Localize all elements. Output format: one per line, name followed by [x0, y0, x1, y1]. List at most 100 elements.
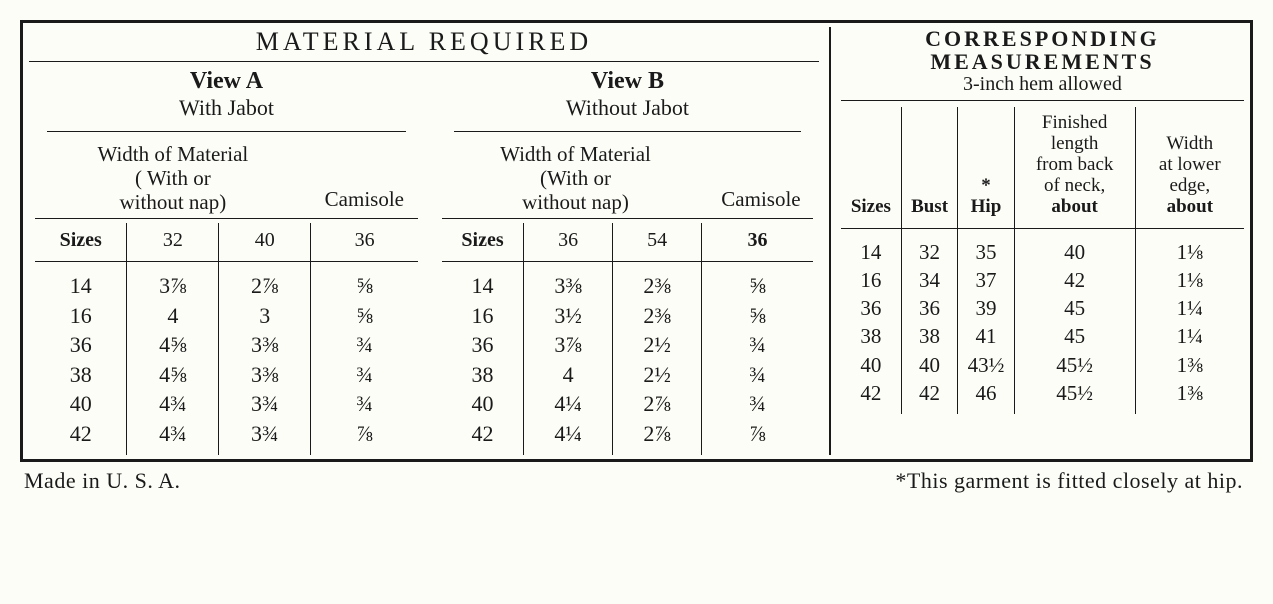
- made-in: Made in U. S. A.: [24, 468, 181, 494]
- table-row: 363639451¼: [841, 294, 1244, 322]
- table-row: 143⅞2⅞⅝: [35, 262, 418, 301]
- text: at lower: [1159, 154, 1221, 175]
- view-b-subtitle: Without Jabot: [454, 95, 801, 121]
- table-row: 163½2⅜⅝: [442, 301, 813, 331]
- cell: 3⅞: [524, 330, 613, 360]
- cell: ¾: [702, 389, 813, 419]
- cell: 39: [958, 294, 1014, 322]
- col-sizes: Sizes: [35, 223, 127, 262]
- view-b-subhead: Width of Material (With or without nap) …: [442, 138, 813, 219]
- cell: 4⅝: [127, 360, 219, 390]
- cell: 43½: [958, 351, 1014, 379]
- col-cam: 36: [702, 223, 813, 262]
- col-w2: 40: [219, 223, 311, 262]
- corresponding-block: CORRESPONDING MEASUREMENTS 3-inch hem al…: [831, 27, 1244, 455]
- table-row: 364⅝3⅜¾: [35, 330, 418, 360]
- cell: 40: [442, 389, 524, 419]
- table-row: 163437421⅛: [841, 266, 1244, 294]
- view-a-subhead: Width of Material ( With or without nap)…: [35, 138, 418, 219]
- cell: 40: [901, 351, 957, 379]
- text: about: [1051, 196, 1097, 217]
- cell: 1¼: [1135, 322, 1244, 350]
- col-sizes: Sizes: [841, 107, 901, 228]
- view-a: View A With Jabot Width of Material ( Wi…: [29, 68, 424, 455]
- cell: 16: [841, 266, 901, 294]
- cell: 1⅜: [1135, 379, 1244, 414]
- text: Width: [1166, 133, 1213, 154]
- view-a-camisole-label: Camisole: [311, 138, 418, 218]
- cell: 38: [35, 360, 127, 390]
- cell: 16: [35, 301, 127, 331]
- cell: 34: [901, 266, 957, 294]
- view-a-table: Sizes 32 40 36 143⅞2⅞⅝ 1643⅝ 364⅝3⅜¾ 384…: [35, 223, 418, 455]
- cell: 38: [841, 322, 901, 350]
- col-sizes: Sizes: [442, 223, 524, 262]
- cell: 16: [442, 301, 524, 331]
- table-row: 1643⅝: [35, 301, 418, 331]
- view-b-table: Sizes 36 54 36 143⅜2⅜⅝ 163½2⅜⅝ 363⅞2½¾ 3…: [442, 223, 813, 455]
- text: edge,: [1169, 175, 1210, 196]
- cell: ⅝: [702, 301, 813, 331]
- cell: 1⅛: [1135, 266, 1244, 294]
- table-row: 404043½45½1⅜: [841, 351, 1244, 379]
- col-cam: 36: [311, 223, 418, 262]
- cell: ⅝: [702, 262, 813, 301]
- material-heading: MATERIAL REQUIRED: [29, 27, 819, 62]
- text: Width of Material: [97, 142, 248, 166]
- main-row: MATERIAL REQUIRED View A With Jabot Widt…: [29, 27, 1244, 455]
- cell: 2⅜: [613, 262, 702, 301]
- cell: ¾: [702, 360, 813, 390]
- cell: 4¾: [127, 419, 219, 456]
- cell: 3¾: [219, 419, 311, 456]
- cell: 4⅝: [127, 330, 219, 360]
- cell: 45½: [1014, 351, 1135, 379]
- table-row: 383841451¼: [841, 322, 1244, 350]
- corresponding-subtitle: 3-inch hem allowed: [841, 73, 1244, 101]
- cell: 3: [219, 301, 311, 331]
- cell: 2⅞: [219, 262, 311, 301]
- table-row: 424¾3¾⅞: [35, 419, 418, 456]
- table-row: 42424645½1⅜: [841, 379, 1244, 414]
- cell: 2½: [613, 360, 702, 390]
- table-row: 424¼2⅞⅞: [442, 419, 813, 456]
- view-b-title: View B: [454, 68, 801, 95]
- cell: 45: [1014, 322, 1135, 350]
- cell: 2⅞: [613, 419, 702, 456]
- cell: 4¼: [524, 419, 613, 456]
- col-w1: 32: [127, 223, 219, 262]
- cell: 2½: [613, 330, 702, 360]
- col-length: Finished length from back of neck, about: [1014, 107, 1135, 228]
- cell: 40: [841, 351, 901, 379]
- text: Hip: [971, 196, 1002, 217]
- cell: ⅞: [702, 419, 813, 456]
- view-a-subtitle: With Jabot: [47, 95, 406, 121]
- view-a-width-label: Width of Material ( With or without nap): [35, 138, 311, 218]
- view-a-body: 143⅞2⅞⅝ 1643⅝ 364⅝3⅜¾ 384⅝3⅜¾ 404¾3¾¾ 42…: [35, 262, 418, 456]
- text: without nap): [522, 190, 629, 214]
- text: Finished: [1042, 112, 1107, 133]
- cell: 4: [127, 301, 219, 331]
- cell: 42: [1014, 266, 1135, 294]
- cell: 14: [442, 262, 524, 301]
- cell: 3½: [524, 301, 613, 331]
- table-row: 404¼2⅞¾: [442, 389, 813, 419]
- cell: 42: [35, 419, 127, 456]
- cell: 3⅜: [219, 360, 311, 390]
- text: without nap): [119, 190, 226, 214]
- cell: 36: [35, 330, 127, 360]
- cell: 38: [442, 360, 524, 390]
- cell: 40: [35, 389, 127, 419]
- cell: 41: [958, 322, 1014, 350]
- cell: 4¼: [524, 389, 613, 419]
- cell: 3⅜: [524, 262, 613, 301]
- view-a-title: View A: [47, 68, 406, 95]
- hip-footnote: *This garment is fitted closely at hip.: [895, 468, 1243, 494]
- cell: 14: [841, 228, 901, 266]
- col-bust: Bust: [901, 107, 957, 228]
- cell: 1⅛: [1135, 228, 1244, 266]
- cell: ¾: [311, 330, 418, 360]
- cell: 3⅞: [127, 262, 219, 301]
- cell: 36: [442, 330, 524, 360]
- col-hip: * Hip: [958, 107, 1014, 228]
- cell: 2⅜: [613, 301, 702, 331]
